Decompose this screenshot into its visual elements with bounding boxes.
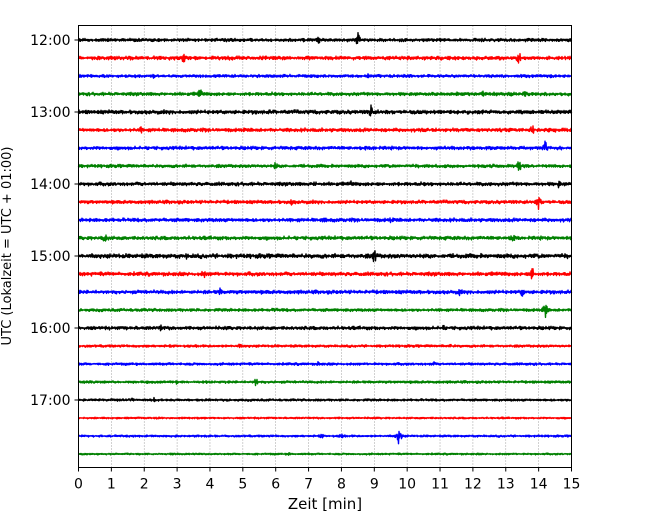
y-tick-label: 12:00 (30, 33, 70, 49)
trace-line (78, 73, 572, 79)
x-axis-label: Zeit [min] (288, 495, 362, 513)
x-tick-label: 7 (304, 477, 313, 493)
x-tick-label: 13 (497, 477, 515, 493)
x-tick-label: 15 (563, 477, 581, 493)
y-tick-label: 14:00 (30, 177, 70, 193)
y-tick-label: 15:00 (30, 249, 70, 265)
trace-line (77, 140, 573, 151)
trace-line (77, 250, 573, 263)
trace-line (77, 217, 573, 224)
x-axis-ticks: 0 1 2 3 4 5 6 7 8 9 10 11 12 13 14 15 (74, 467, 581, 493)
x-tick-label: 2 (140, 477, 149, 493)
y-tick-label: 16:00 (30, 321, 70, 337)
x-tick-label: 14 (530, 477, 548, 493)
trace-line (77, 361, 573, 366)
x-tick-label: 8 (337, 477, 346, 493)
y-tick-label: 13:00 (30, 105, 70, 121)
x-tick-label: 3 (173, 477, 182, 493)
trace-line (77, 53, 572, 64)
trace-line (77, 324, 573, 332)
plot-frame (78, 25, 572, 468)
y-tick-label: 17:00 (30, 393, 70, 409)
trace-line (77, 89, 573, 97)
trace-line (77, 416, 573, 420)
seismic-traces (77, 32, 573, 456)
trace-line (77, 430, 573, 445)
trace-line (77, 104, 573, 117)
x-tick-label: 1 (107, 477, 116, 493)
trace-line (77, 161, 573, 171)
trace-line (77, 396, 572, 403)
trace-line (77, 32, 573, 45)
x-tick-label: 12 (464, 477, 482, 493)
x-tick-label: 9 (370, 477, 379, 493)
trace-line (77, 125, 573, 134)
trace-line (77, 378, 573, 387)
x-tick-label: 5 (238, 477, 247, 493)
x-tick-label: 0 (74, 477, 83, 493)
trace-line (78, 452, 573, 456)
y-axis-ticks: 12:00 13:00 14:00 15:00 16:00 17:00 (30, 33, 79, 409)
trace-line (77, 196, 573, 211)
x-tick-label: 11 (431, 477, 449, 493)
trace-line (77, 268, 572, 280)
x-tick-label: 4 (206, 477, 215, 493)
trace-line (77, 343, 573, 349)
trace-line (77, 180, 573, 189)
trace-line (77, 304, 573, 319)
trace-line (77, 287, 573, 297)
trace-line (77, 234, 573, 242)
x-tick-label: 10 (398, 477, 416, 493)
x-tick-label: 6 (271, 477, 280, 493)
y-axis-label: UTC (Lokalzeit = UTC + 01:00) (0, 147, 15, 346)
